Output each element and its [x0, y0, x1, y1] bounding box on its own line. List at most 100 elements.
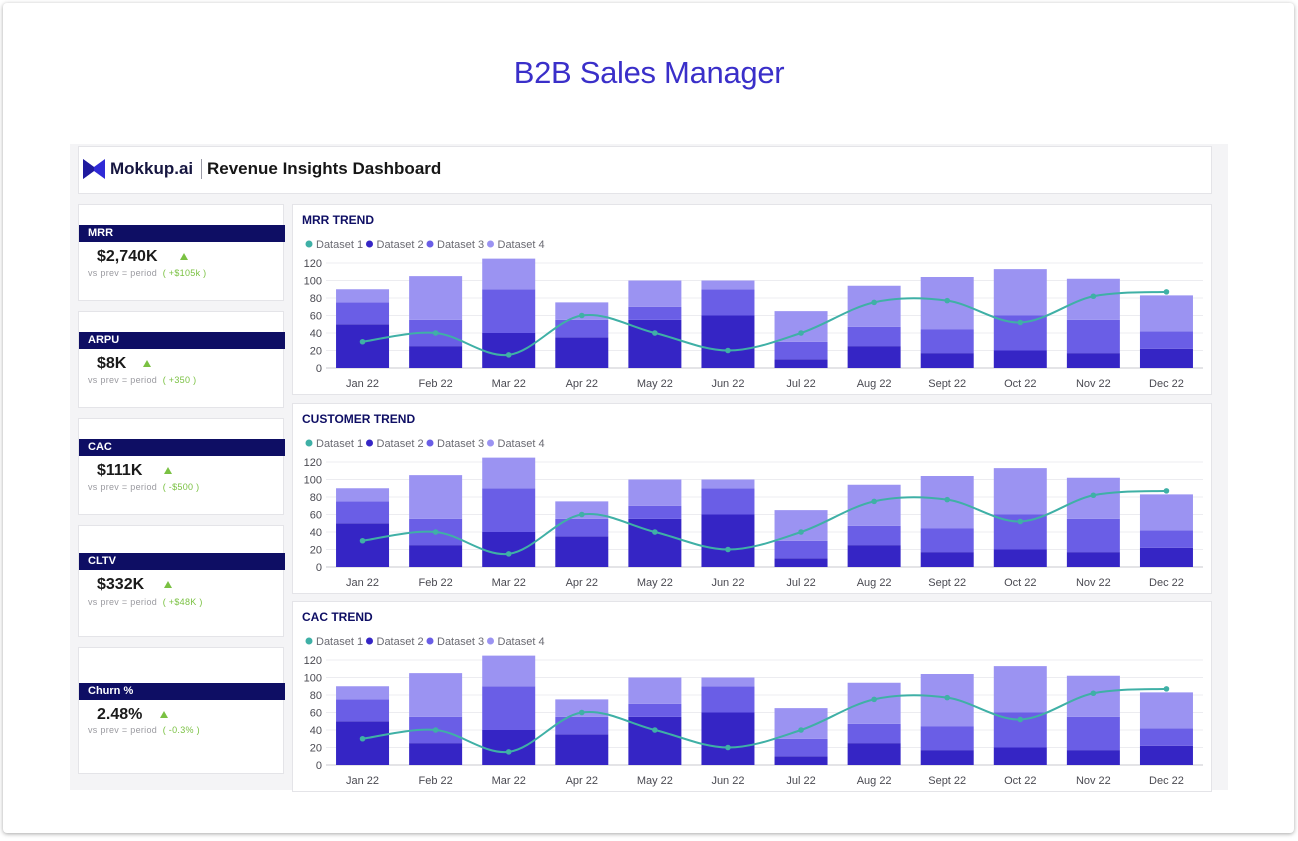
line-point	[505, 352, 512, 358]
bar-segment	[1066, 675, 1120, 717]
bar-segment	[847, 545, 901, 567]
line-point	[432, 529, 439, 535]
cac-trend-chart: Dataset 1 Dataset 2 Dataset 3 Dataset 4 0 20 4…	[304, 636, 1203, 787]
y-tick-label: 80	[310, 690, 322, 702]
kpi-label: MRR	[79, 225, 285, 242]
bar-segment	[482, 258, 536, 290]
legend-marker	[426, 240, 434, 248]
triangle-up-icon	[143, 360, 151, 367]
y-tick-label: 40	[310, 328, 322, 340]
bar-segment	[628, 280, 682, 307]
triangle-up-icon	[164, 581, 172, 588]
x-tick-label: Aug 22	[857, 378, 892, 390]
y-tick-label: 60	[310, 311, 322, 323]
legend-marker	[426, 439, 434, 447]
line-point	[359, 338, 366, 345]
bar-segment	[555, 319, 609, 338]
kpi-delta: ( -0.3% )	[162, 725, 200, 735]
kpi-card-arpu[interactable]: ARPU $8K vs prev = period ( +350 )	[78, 311, 285, 408]
bar-segment	[920, 750, 974, 765]
bar-segment	[1139, 728, 1193, 746]
kpi-comparison: vs prev = period ( -$500 )	[88, 482, 200, 492]
bar-segment	[1139, 530, 1193, 548]
bar-segment	[482, 457, 536, 489]
kpi-value: $8K	[97, 355, 127, 372]
y-tick-label: 120	[304, 258, 322, 270]
legend-marker	[487, 439, 494, 447]
legend-marker	[366, 240, 373, 248]
bar-segment	[1139, 494, 1193, 531]
kpi-card-cltv[interactable]: CLTV $332K vs prev = period ( +$48K )	[78, 525, 285, 637]
legend-label: Dataset 1	[316, 438, 363, 450]
logo-text: Mokkup.ai	[110, 159, 194, 178]
bar-segment	[482, 655, 536, 687]
bar-segment	[774, 341, 828, 360]
bar-segment	[847, 723, 901, 744]
kpi-card-cac[interactable]: CAC $111K vs prev = period ( -$500 )	[78, 418, 285, 515]
bar-segment	[920, 528, 974, 553]
y-tick-label: 120	[304, 655, 322, 667]
x-tick-label: Jul 22	[786, 378, 815, 390]
bar-segment	[701, 315, 755, 368]
kpi-value: $2,740K	[97, 248, 158, 265]
y-tick-label: 80	[310, 293, 322, 305]
line-point	[725, 546, 731, 553]
line-point	[505, 749, 512, 755]
x-tick-label: Jan 22	[346, 775, 379, 787]
y-tick-label: 100	[304, 673, 322, 685]
x-tick-label: Jan 22	[346, 378, 379, 390]
x-tick-label: Dec 22	[1149, 577, 1184, 589]
bar-segment	[1066, 477, 1120, 519]
bar-segment	[336, 302, 390, 325]
x-tick-label: Sept 22	[928, 775, 966, 787]
x-tick-label: Jun 22	[711, 577, 744, 589]
dashboard-title: Revenue Insights Dashboard	[207, 159, 442, 178]
kpi-card-mrr[interactable]: MRR $2,740K vs prev = period ( +$105k )	[78, 204, 285, 301]
line-point	[944, 496, 951, 503]
x-tick-label: Nov 22	[1076, 577, 1111, 589]
chart-panel-cac-trend: CAC TREND Dataset 1 Dataset 2 Dataset 3 Dat…	[292, 601, 1212, 792]
legend-marker	[305, 439, 313, 447]
bar-segment	[628, 505, 682, 519]
legend-marker	[366, 439, 373, 447]
bar-segment	[336, 686, 390, 700]
legend-marker	[305, 637, 313, 645]
kpi-card-churn[interactable]: Churn % 2.48% vs prev = period ( -0.3% )	[78, 647, 285, 774]
legend-label: Dataset 3	[437, 636, 484, 648]
x-tick-label: Nov 22	[1076, 775, 1111, 787]
bar-segment	[336, 523, 390, 567]
line-point	[578, 709, 585, 716]
x-tick-label: Aug 22	[857, 577, 892, 589]
bar-segment	[920, 552, 974, 567]
x-tick-label: Mar 22	[492, 378, 526, 390]
bar-segment	[409, 475, 463, 519]
y-tick-label: 80	[310, 492, 322, 504]
bar-segment	[993, 549, 1047, 567]
bar-segment	[701, 488, 755, 515]
bar-segment	[847, 525, 901, 546]
x-tick-label: Mar 22	[492, 577, 526, 589]
y-tick-label: 40	[310, 527, 322, 539]
line-point	[505, 551, 512, 557]
line-point	[652, 330, 658, 336]
y-tick-label: 120	[304, 457, 322, 469]
x-tick-label: Nov 22	[1076, 378, 1111, 390]
kpi-delta: ( +350 )	[162, 375, 197, 385]
bar-segment	[482, 532, 536, 567]
x-tick-label: Apr 22	[566, 775, 598, 787]
legend-label: Dataset 3	[437, 438, 484, 450]
line-point	[798, 529, 804, 535]
x-tick-label: Oct 22	[1004, 378, 1036, 390]
x-tick-label: Sept 22	[928, 577, 966, 589]
bar-segment	[774, 738, 828, 757]
chart-panel-customer-trend: CUSTOMER TREND Dataset 1 Dataset 2 Dataset…	[292, 403, 1212, 594]
bar-segment	[1139, 295, 1193, 332]
line-point	[871, 696, 877, 703]
legend-marker	[426, 637, 434, 645]
x-tick-label: May 22	[637, 775, 673, 787]
line-point	[1017, 319, 1024, 326]
line-point	[725, 744, 731, 751]
bar-segment	[482, 333, 536, 368]
line-point	[652, 529, 658, 535]
line-point	[1090, 293, 1097, 300]
